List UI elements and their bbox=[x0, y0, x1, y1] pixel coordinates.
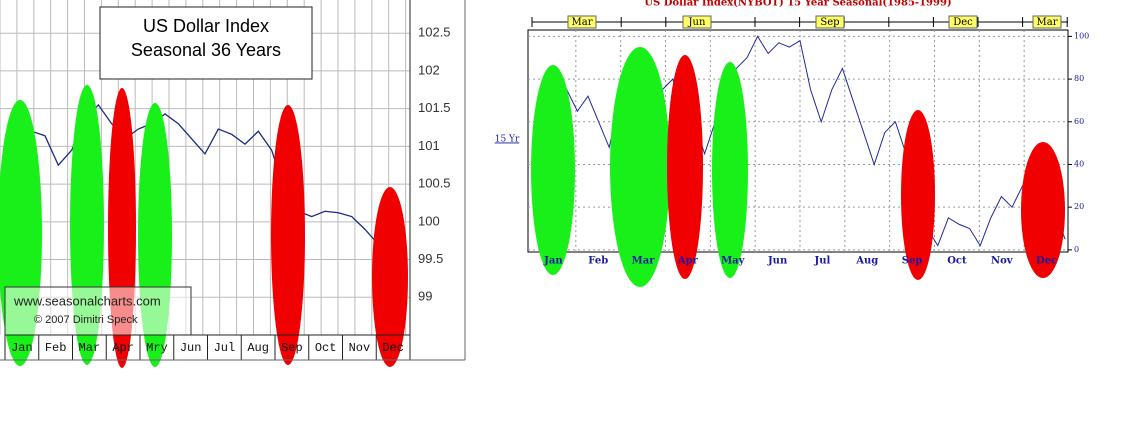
x-tick-label: Jun bbox=[180, 341, 202, 355]
x-tick-label: Mar bbox=[632, 256, 656, 267]
x-tick-label: Jan bbox=[11, 341, 33, 355]
y-tick-label: 102 bbox=[418, 62, 440, 77]
top-marker: Jun bbox=[688, 17, 706, 28]
y-tick-label: 100 bbox=[418, 213, 440, 228]
season-highlight bbox=[271, 105, 305, 365]
season-highlight bbox=[531, 65, 575, 275]
watermark-credit: © 2007 Dimitri Speck bbox=[34, 314, 138, 326]
watermark-box bbox=[4, 286, 192, 336]
y-tick-label: 0 bbox=[1074, 245, 1079, 254]
top-marker: Dec bbox=[953, 17, 973, 28]
top-marker: Sep bbox=[820, 17, 839, 28]
season-highlight bbox=[901, 110, 935, 280]
x-tick-label: Jul bbox=[214, 341, 236, 355]
chart-title: US Dollar Index(NYBOT) 15 Year Seasonal(… bbox=[644, 0, 951, 9]
x-tick-label: Aug bbox=[855, 256, 878, 267]
x-tick-label: Oct bbox=[315, 341, 337, 355]
title-box bbox=[99, 6, 313, 80]
x-tick-label: Sep bbox=[902, 256, 923, 267]
x-tick-label: Apr bbox=[112, 341, 134, 355]
x-tick-label: May bbox=[721, 256, 746, 267]
x-tick-label: Jul bbox=[814, 256, 831, 267]
y-tick-label: 101.5 bbox=[418, 100, 451, 115]
x-tick-label: Dec bbox=[1036, 256, 1057, 267]
chart-subtitle: Seasonal 36 Years bbox=[131, 40, 281, 60]
x-tick-label: Nov bbox=[349, 341, 371, 355]
marker-box bbox=[948, 15, 978, 29]
y-axis-label: 15 Yr bbox=[495, 135, 520, 145]
x-tick-label: Jun bbox=[767, 256, 788, 267]
season-highlight bbox=[372, 187, 408, 367]
x-tick-label: Mar bbox=[79, 341, 101, 355]
x-tick-label: Dec bbox=[382, 341, 404, 355]
marker-box bbox=[567, 15, 597, 29]
season-highlight bbox=[1021, 142, 1065, 278]
y-tick-label: 60 bbox=[1074, 117, 1084, 126]
y-tick-label: 101 bbox=[418, 138, 440, 153]
y-tick-label: 100 bbox=[1074, 31, 1089, 40]
plot-frame bbox=[527, 29, 1069, 253]
y-tick-label: 40 bbox=[1074, 159, 1084, 168]
y-tick-label: 100.5 bbox=[418, 176, 451, 191]
y-tick-label: 99 bbox=[418, 289, 432, 304]
x-tick-label: Apr bbox=[677, 256, 699, 267]
season-highlight bbox=[667, 55, 703, 279]
y-tick-label: 20 bbox=[1074, 202, 1084, 211]
chart-title: US Dollar Index bbox=[143, 16, 269, 36]
x-tick-label: Nov bbox=[991, 256, 1014, 267]
x-tick-label: Feb bbox=[45, 341, 67, 355]
marker-box bbox=[1032, 15, 1062, 29]
x-tick-label: Jan bbox=[543, 256, 563, 267]
x-tick-label: Sep bbox=[281, 341, 303, 355]
y-tick-label: 80 bbox=[1074, 74, 1084, 83]
x-tick-label: Mry bbox=[146, 341, 168, 355]
x-tick-label: Feb bbox=[588, 256, 608, 267]
watermark-url: www.seasonalcharts.com bbox=[13, 293, 161, 308]
season-highlight bbox=[712, 62, 748, 278]
data-line bbox=[4, 103, 406, 298]
x-tick-label: Aug bbox=[247, 341, 269, 355]
x-tick-label: Oct bbox=[947, 256, 967, 267]
marker-box bbox=[815, 15, 845, 29]
top-marker: Mar bbox=[1037, 17, 1058, 28]
y-tick-label: 99.5 bbox=[418, 251, 443, 266]
marker-box bbox=[682, 15, 712, 29]
y-tick-label: 102.5 bbox=[418, 25, 451, 40]
top-marker: Mar bbox=[572, 17, 593, 28]
season-highlight bbox=[610, 47, 670, 287]
